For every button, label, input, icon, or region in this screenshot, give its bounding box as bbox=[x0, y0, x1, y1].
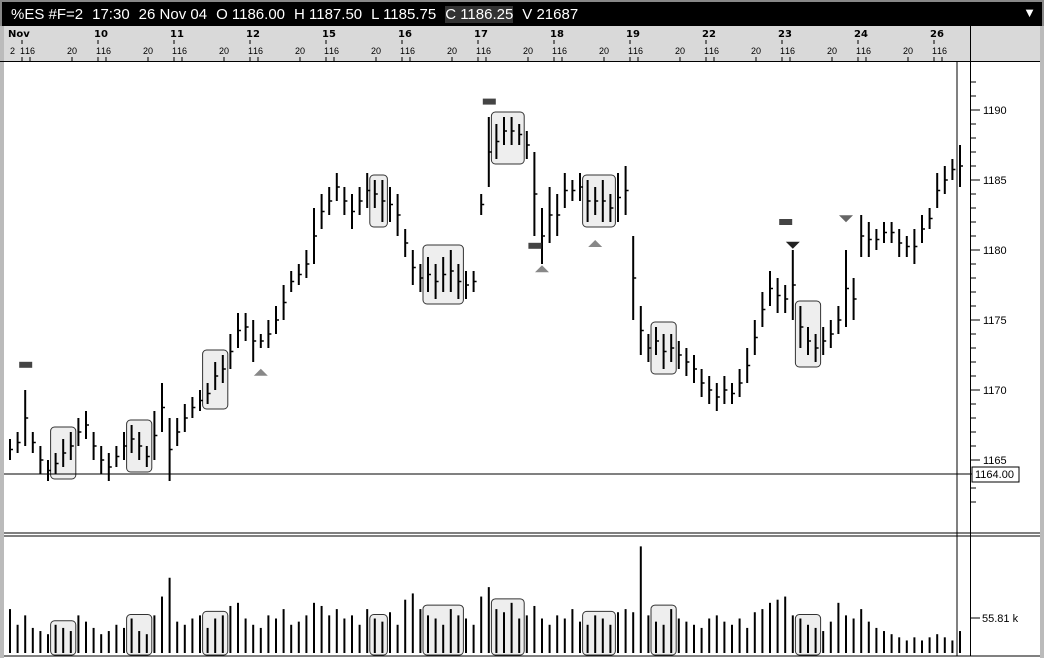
hour-label: 20 bbox=[827, 46, 837, 56]
hour-label: 20 bbox=[447, 46, 457, 56]
down-triangle-icon bbox=[839, 215, 853, 223]
hour-label: 1 bbox=[628, 46, 633, 56]
up-triangle-icon bbox=[535, 265, 549, 273]
low-value: L 1185.75 bbox=[371, 6, 437, 23]
day-label: 19 bbox=[626, 29, 640, 40]
price-line-label: 1164.00 bbox=[975, 469, 1014, 481]
hour-label: 16 bbox=[861, 46, 871, 56]
highlight-box bbox=[582, 174, 616, 228]
day-label: 17 bbox=[474, 29, 488, 40]
day-label: 26 bbox=[930, 29, 944, 40]
day-label: 22 bbox=[702, 29, 716, 40]
signal-bar-marker bbox=[779, 219, 793, 225]
day-label: 16 bbox=[398, 29, 412, 40]
hour-label: 20 bbox=[295, 46, 305, 56]
volume-highlight-box bbox=[490, 598, 525, 656]
day-label: 23 bbox=[778, 29, 792, 40]
hour-label: 1 bbox=[96, 46, 101, 56]
hour-label: 20 bbox=[219, 46, 229, 56]
down-triangle-icon bbox=[785, 241, 800, 249]
hour-label: 16 bbox=[101, 46, 111, 56]
hour-label: 2 bbox=[10, 46, 15, 56]
quote-date: 26 Nov 04 bbox=[138, 6, 208, 23]
hour-label: 1 bbox=[780, 46, 785, 56]
hour-label: 20 bbox=[903, 46, 913, 56]
hour-label: 16 bbox=[253, 46, 263, 56]
hour-label: 20 bbox=[751, 46, 761, 56]
price-tick-label: 1185 bbox=[983, 175, 1007, 187]
hour-label: 20 bbox=[675, 46, 685, 56]
highlight-box bbox=[490, 111, 525, 165]
hour-label: 16 bbox=[405, 46, 415, 56]
hour-label: 20 bbox=[599, 46, 609, 56]
up-triangle-icon bbox=[588, 240, 603, 247]
hour-label: 1 bbox=[932, 46, 937, 56]
price-tick-label: 1190 bbox=[983, 105, 1007, 117]
time-axis bbox=[0, 26, 1044, 61]
price-tick-label: 1165 bbox=[983, 455, 1007, 467]
signal-bar-marker bbox=[19, 361, 33, 368]
high-value: H 1187.50 bbox=[294, 6, 363, 23]
day-label: 11 bbox=[170, 29, 184, 40]
hour-label: 1 bbox=[552, 46, 557, 56]
hour-label: 20 bbox=[67, 46, 77, 56]
signal-bar-marker bbox=[528, 242, 542, 249]
price-tick-label: 1175 bbox=[983, 315, 1007, 327]
day-label: 15 bbox=[322, 29, 336, 40]
hour-label: 16 bbox=[709, 46, 719, 56]
hour-label: 20 bbox=[371, 46, 381, 56]
quote-time: 17:30 bbox=[92, 6, 130, 23]
hour-label: 16 bbox=[557, 46, 567, 56]
volume-value: V 21687 bbox=[522, 6, 579, 23]
hour-label: 16 bbox=[633, 46, 643, 56]
open-value: O 1186.00 bbox=[216, 6, 286, 23]
hour-label: 1 bbox=[172, 46, 177, 56]
left-border bbox=[0, 26, 4, 658]
volume-highlight-box bbox=[369, 614, 388, 656]
hour-label: 16 bbox=[177, 46, 187, 56]
hour-label: 20 bbox=[143, 46, 153, 56]
hour-label: 1 bbox=[20, 46, 25, 56]
price-tick-label: 1170 bbox=[983, 385, 1007, 397]
price-line-label-box bbox=[971, 466, 1020, 483]
hour-label: 16 bbox=[785, 46, 795, 56]
price-tick-label: 1180 bbox=[983, 245, 1007, 257]
volume-tick-label: 55.81 k bbox=[982, 613, 1019, 625]
hour-label: 1 bbox=[704, 46, 709, 56]
hour-label: 1 bbox=[476, 46, 481, 56]
day-label: 18 bbox=[550, 29, 564, 40]
day-label: 10 bbox=[94, 29, 108, 40]
hour-label: 1 bbox=[324, 46, 329, 56]
hour-label: 1 bbox=[248, 46, 253, 56]
right-border bbox=[1040, 26, 1044, 658]
hour-label: 1 bbox=[400, 46, 405, 56]
hour-label: 16 bbox=[937, 46, 947, 56]
symbol: %ES #F=2 bbox=[11, 6, 84, 23]
day-label: 12 bbox=[246, 29, 260, 40]
up-triangle-icon bbox=[253, 368, 268, 376]
hour-label: 16 bbox=[481, 46, 491, 56]
hour-label: 16 bbox=[329, 46, 339, 56]
hour-label: 20 bbox=[523, 46, 533, 56]
day-label: Nov bbox=[8, 29, 30, 40]
hour-label: 16 bbox=[25, 46, 35, 56]
signal-bar-marker bbox=[482, 98, 496, 105]
hour-label: 1 bbox=[856, 46, 861, 56]
triangle-down-icon[interactable]: ▼ bbox=[1023, 5, 1036, 20]
day-label: 24 bbox=[854, 29, 868, 40]
close-value: C 1186.25 bbox=[445, 6, 514, 23]
quote-header: %ES #F=2 17:30 26 Nov 04 O 1186.00 H 1187.50… bbox=[0, 0, 1044, 26]
volume-highlight-box bbox=[582, 610, 616, 656]
